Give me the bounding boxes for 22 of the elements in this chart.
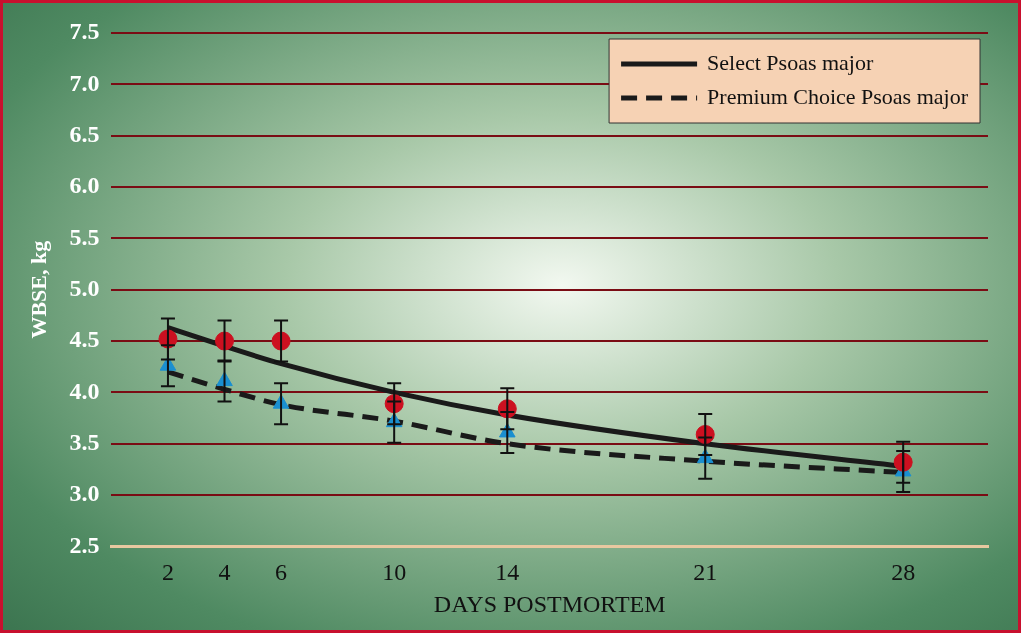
y-tick-label: 3.5 bbox=[69, 428, 100, 455]
x-tick-label: 2 bbox=[161, 559, 174, 586]
y-tick-label: 4.5 bbox=[69, 326, 100, 353]
y-tick-label: 7.5 bbox=[69, 18, 100, 45]
x-tick-label: 10 bbox=[382, 559, 407, 586]
x-tick-label: 28 bbox=[891, 559, 916, 586]
legend-label: Select Psoas major bbox=[707, 49, 874, 75]
y-tick-label: 4.0 bbox=[69, 377, 100, 404]
y-tick-label: 7.0 bbox=[69, 69, 100, 96]
x-tick-label: 4 bbox=[218, 559, 231, 586]
x-axis-title: DAYS POSTMORTEM bbox=[433, 590, 666, 617]
y-tick-label: 2.5 bbox=[69, 531, 100, 558]
y-tick-label: 5.5 bbox=[69, 223, 100, 250]
y-axis-title: WBSE, kg bbox=[25, 240, 51, 339]
y-tick-label: 6.0 bbox=[69, 172, 100, 199]
y-tick-label: 6.5 bbox=[69, 120, 100, 147]
legend-label: Premium Choice Psoas major bbox=[707, 83, 969, 109]
x-tick-label: 14 bbox=[495, 559, 520, 586]
x-tick-label: 21 bbox=[693, 559, 718, 586]
y-tick-label: 3.0 bbox=[69, 480, 100, 507]
x-tick-label: 6 bbox=[275, 559, 288, 586]
y-tick-label: 5.0 bbox=[69, 274, 100, 301]
